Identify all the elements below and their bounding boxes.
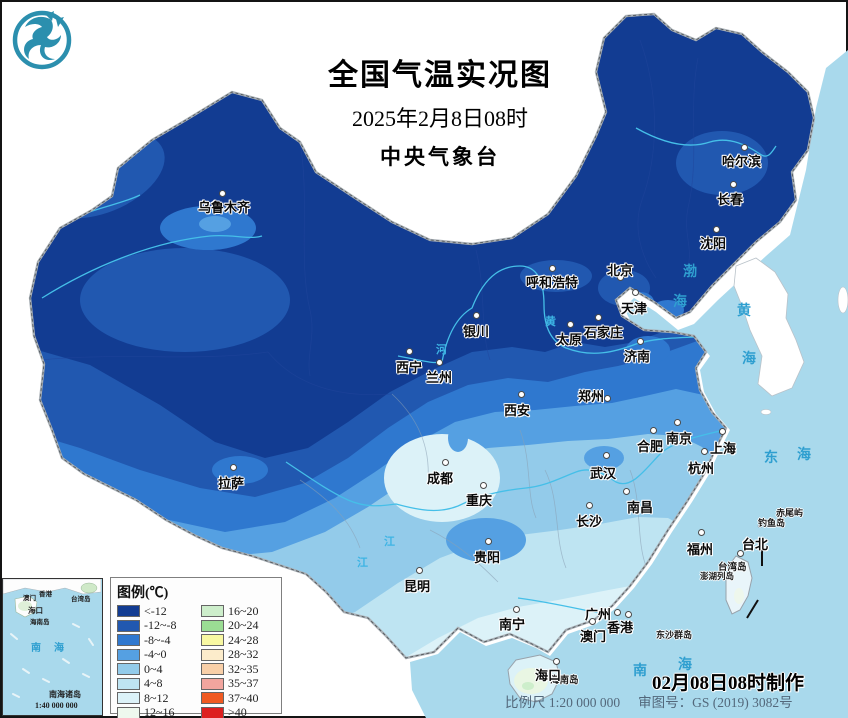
legend-label: <-12 xyxy=(144,603,167,618)
legend-label: 12~16 xyxy=(144,705,175,718)
scale-text: 比例尺 1:20 000 000 xyxy=(505,695,621,710)
inset-islands-label: 南海诸岛 xyxy=(49,690,81,699)
legend-label: 35~37 xyxy=(227,676,259,691)
cma-logo xyxy=(8,6,76,74)
inset-haikou-label: 海口 xyxy=(28,606,43,615)
review-number: 审图号：GS (2019) 3082号 xyxy=(638,695,793,710)
legend-swatch xyxy=(117,663,140,676)
legend-item: -4~0 xyxy=(117,647,193,663)
inset-scale-label: 1:40 000 000 xyxy=(35,701,78,710)
legend-label: -12~-8 xyxy=(144,618,177,633)
china-border-dash xyxy=(29,13,815,659)
legend-label: >40 xyxy=(227,705,247,718)
production-time: 02月08日08时制作 xyxy=(652,673,805,694)
legend-items: <-12 -12~-8 -8~-4 -4~0 0~4 4~8 8~12 12~16 16~20 2… xyxy=(117,604,275,718)
inset-taiwan-label: 台湾岛 xyxy=(71,596,91,603)
legend-label: 8~12 xyxy=(144,690,169,705)
province-borders-north xyxy=(39,39,699,396)
legend-item: 32~35 xyxy=(200,661,275,677)
legend-label: 4~8 xyxy=(144,676,163,691)
legend-title: 图例(℃) xyxy=(117,586,169,601)
legend-item: 8~12 xyxy=(117,691,193,706)
legend-swatch xyxy=(200,692,224,705)
inset-map-graphic xyxy=(3,579,101,714)
legend-item: 12~16 xyxy=(117,705,193,718)
legend-swatch xyxy=(117,677,140,690)
taiwan-island xyxy=(725,555,753,615)
legend-swatch xyxy=(117,605,140,618)
legend-item: -8~-4 xyxy=(117,633,193,648)
legend-swatch xyxy=(117,619,140,632)
legend-swatch xyxy=(200,605,224,618)
legend-item: 28~32 xyxy=(200,647,275,663)
map-agency: 中央气象台 xyxy=(380,145,500,169)
japan-island-fragment xyxy=(837,286,848,314)
jeju-island xyxy=(760,409,772,415)
legend-swatch xyxy=(200,677,224,690)
legend-item: 4~8 xyxy=(117,676,193,692)
legend-label: 37~40 xyxy=(227,690,259,705)
legend-item: 35~37 xyxy=(200,676,275,692)
south-china-sea-inset: 澳门 香港 台湾岛 海口 海南岛 南海 南海诸岛 1:40 000 000 xyxy=(2,578,103,716)
small-islands xyxy=(665,513,784,640)
inset-hongkong-label: 香港 xyxy=(39,591,52,598)
legend-swatch xyxy=(200,663,224,676)
inset-hainan-label: 海南岛 xyxy=(30,619,50,626)
legend-label: 28~32 xyxy=(227,647,259,662)
legend-item: -12~-8 xyxy=(117,618,193,634)
legend-swatch xyxy=(200,619,224,632)
legend-swatch xyxy=(200,706,224,718)
map-datetime: 2025年2月8日08时 xyxy=(351,106,528,131)
legend-item: 24~28 xyxy=(200,632,275,648)
legend-item: <-12 xyxy=(117,604,193,619)
legend-swatch xyxy=(117,648,140,661)
title-block: 全国气温实况图 2025年2月8日08时 中央气象台 xyxy=(300,50,580,171)
legend-item: 37~40 xyxy=(200,690,275,706)
legend-swatch xyxy=(117,706,140,718)
map-scale-note: 比例尺 1:20 000 000 审图号：GS (2019) 3082号 xyxy=(505,691,811,711)
korea-landmass xyxy=(733,257,805,397)
legend-swatch xyxy=(117,634,140,647)
legend-swatch xyxy=(200,634,224,647)
legend-label: -4~0 xyxy=(144,647,167,662)
legend-swatch xyxy=(117,692,140,705)
cma-logo-graphic xyxy=(12,10,72,70)
legend-item: >40 xyxy=(200,705,275,718)
inset-sea-label: 南海 xyxy=(31,643,77,654)
legend-label: 24~28 xyxy=(227,632,259,647)
legend-label: 16~20 xyxy=(227,603,259,618)
legend-label: 32~35 xyxy=(227,661,259,676)
hainan-island xyxy=(507,654,561,703)
map-title: 全国气温实况图 xyxy=(328,59,552,92)
legend-label: 0~4 xyxy=(144,661,163,676)
legend-box: 图例(℃) <-12 -12~-8 -8~-4 -4~0 0~4 4~8 8~12 12~16… xyxy=(110,577,282,718)
legend-item: 16~20 xyxy=(200,603,275,619)
legend-item: 20~24 xyxy=(200,618,275,634)
inset-macau-label: 澳门 xyxy=(23,595,36,602)
legend-label: 20~24 xyxy=(227,618,259,633)
legend-item: 0~4 xyxy=(117,662,193,677)
legend-label: -8~-4 xyxy=(144,632,171,647)
legend-swatch xyxy=(200,648,224,661)
